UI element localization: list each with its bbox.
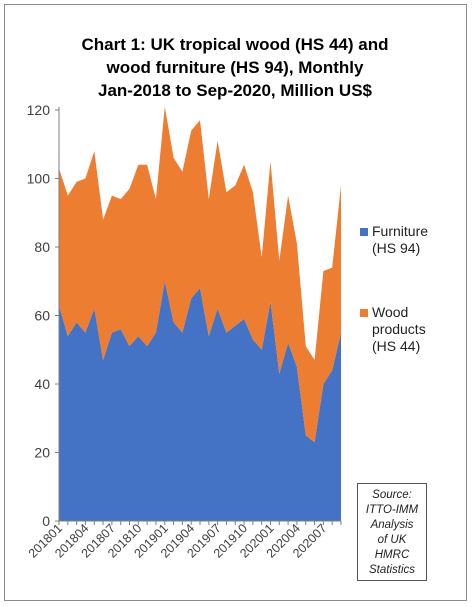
area-chart: 0204060801001202018012018042018072018102… — [26, 102, 342, 561]
chart-frame: Chart 1: UK tropical wood (HS 44) and wo… — [4, 4, 467, 601]
source-line-4: of UK — [377, 534, 407, 546]
source-line-2: ITTO-IMM — [365, 504, 419, 516]
chart-title-line-2: wood furniture (HS 94), Monthly — [106, 58, 364, 77]
legend-label-furniture-line-1: Furniture — [372, 223, 429, 239]
legend-label-wood-line-2: products — [372, 321, 426, 337]
chart-title-line-1: Chart 1: UK tropical wood (HS 44) and — [81, 35, 389, 54]
legend-swatch-wood-products — [360, 309, 368, 317]
legend-item-furniture: Furniture (HS 94) — [360, 223, 460, 257]
y-tick-label-40: 40 — [34, 376, 50, 392]
legend-swatch-furniture — [360, 228, 368, 236]
legend-label-furniture-line-2: (HS 94) — [372, 240, 421, 256]
y-tick-label-100: 100 — [27, 171, 51, 187]
series-area-furniture-hs-94 — [59, 281, 341, 521]
source-line-6: Statistics — [368, 564, 415, 576]
y-tick-label-80: 80 — [34, 239, 50, 255]
source-line-5: HMRC — [374, 549, 410, 561]
chart-legend: Furniture (HS 94) Wood products (HS 44) — [360, 223, 460, 355]
source-line-3: Analysis — [370, 519, 414, 531]
legend-label-wood-line-1: Wood — [372, 304, 409, 320]
y-tick-label-0: 0 — [42, 513, 50, 529]
source-note: Source: ITTO-IMM Analysis of UK HMRC Sta… — [357, 483, 427, 581]
chart-title: Chart 1: UK tropical wood (HS 44) and wo… — [45, 33, 425, 102]
chart-title-line-3: Jan-2018 to Sep-2020, Million US$ — [98, 81, 372, 100]
source-line-1: Source: — [372, 489, 412, 501]
legend-label-wood-line-3: (HS 44) — [372, 338, 421, 354]
y-tick-label-60: 60 — [34, 308, 50, 324]
y-tick-label-120: 120 — [27, 102, 51, 118]
y-tick-label-20: 20 — [34, 445, 50, 461]
legend-item-wood-products: Wood products (HS 44) — [360, 304, 460, 355]
series-area-wood-products-hs-44 — [59, 106, 341, 443]
